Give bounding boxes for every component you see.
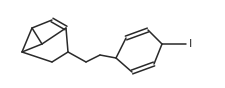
Text: I: I	[189, 39, 192, 49]
